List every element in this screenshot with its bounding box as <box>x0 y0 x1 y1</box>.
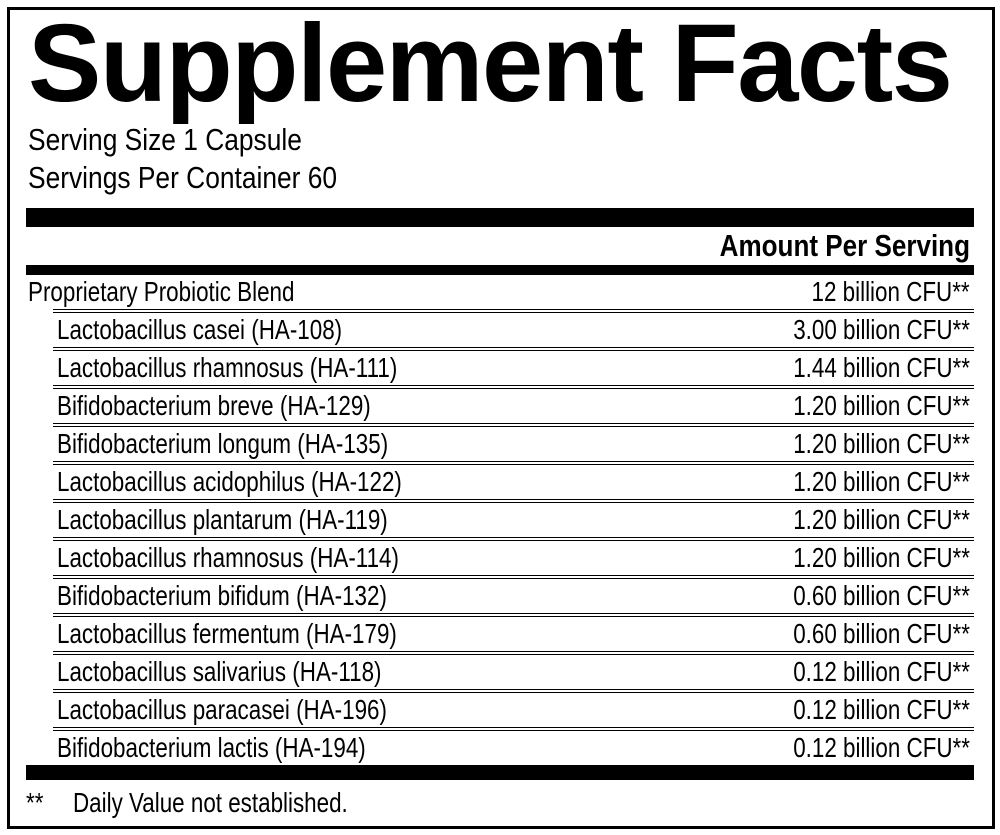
ingredient-name: Lactobacillus rhamnosus (HA-114) <box>57 542 399 573</box>
ingredient-row: Lactobacillus acidophilus (HA-122) 1.20 … <box>26 465 974 499</box>
row-separator <box>53 727 974 731</box>
ingredient-row: Lactobacillus rhamnosus (HA-114) 1.20 bi… <box>26 541 974 575</box>
row-separator <box>53 613 974 617</box>
ingredient-amount: 1.44 billion CFU** <box>793 352 970 383</box>
ingredient-name: Lactobacillus plantarum (HA-119) <box>57 504 388 535</box>
ingredient-amount: 0.12 billion CFU** <box>793 656 970 687</box>
row-separator <box>53 347 974 351</box>
ingredient-row: Bifidobacterium bifidum (HA-132) 0.60 bi… <box>26 579 974 613</box>
column-header-row: Amount Per Serving <box>26 227 974 265</box>
ingredient-amount: 1.20 billion CFU** <box>793 390 970 421</box>
row-separator <box>53 575 974 579</box>
ingredient-row: Lactobacillus rhamnosus (HA-111) 1.44 bi… <box>26 351 974 385</box>
ingredient-name: Proprietary Probiotic Blend <box>28 276 295 307</box>
ingredient-amount: 0.12 billion CFU** <box>793 732 970 763</box>
row-separator <box>53 651 974 655</box>
ingredient-amount: 3.00 billion CFU** <box>793 314 970 345</box>
ingredient-name: Lactobacillus rhamnosus (HA-111) <box>57 352 398 383</box>
ingredient-name: Lactobacillus fermentum (HA-179) <box>57 618 397 649</box>
ingredient-amount: 0.12 billion CFU** <box>793 694 970 725</box>
ingredient-row: Bifidobacterium longum (HA-135) 1.20 bil… <box>26 427 974 461</box>
row-separator <box>53 537 974 541</box>
footnote-marker: ** <box>26 787 44 818</box>
ingredient-amount: 0.60 billion CFU** <box>793 580 970 611</box>
servings-per-container-text: Servings Per Container 60 <box>28 160 338 195</box>
serving-size-line: Serving Size 1 Capsule <box>28 121 992 159</box>
ingredient-name: Lactobacillus salivarius (HA-118) <box>57 656 382 687</box>
ingredient-amount: 1.20 billion CFU** <box>793 542 970 573</box>
row-separator <box>53 499 974 503</box>
serving-info: Serving Size 1 Capsule Servings Per Cont… <box>28 121 992 197</box>
ingredient-name: Lactobacillus paracasei (HA-196) <box>57 694 387 725</box>
supplement-facts-panel: Supplement Facts Serving Size 1 Capsule … <box>7 7 995 829</box>
panel-title: Supplement Facts <box>28 7 953 125</box>
row-separator <box>53 385 974 389</box>
row-separator <box>53 309 974 313</box>
ingredient-row: Proprietary Probiotic Blend 12 billion C… <box>26 275 974 309</box>
ingredient-row: Lactobacillus plantarum (HA-119) 1.20 bi… <box>26 503 974 537</box>
row-separator <box>53 461 974 465</box>
ingredient-amount: 1.20 billion CFU** <box>793 504 970 535</box>
ingredient-name: Bifidobacterium bifidum (HA-132) <box>57 580 387 611</box>
ingredient-name: Bifidobacterium breve (HA-129) <box>57 390 371 421</box>
servings-per-container-line: Servings Per Container 60 <box>28 159 992 197</box>
ingredient-row: Bifidobacterium breve (HA-129) 1.20 bill… <box>26 389 974 423</box>
footnote-text: Daily Value not established. <box>73 787 348 818</box>
ingredient-name: Lactobacillus acidophilus (HA-122) <box>57 466 402 497</box>
ingredient-rows: Proprietary Probiotic Blend 12 billion C… <box>26 275 974 765</box>
footer-divider-bar <box>26 765 974 780</box>
ingredient-row: Lactobacillus paracasei (HA-196) 0.12 bi… <box>26 693 974 727</box>
ingredient-row: Lactobacillus fermentum (HA-179) 0.60 bi… <box>26 617 974 651</box>
footnote: ** Daily Value not established. <box>26 787 992 819</box>
amount-per-serving-header: Amount Per Serving <box>719 228 970 263</box>
header-divider-bar <box>26 208 974 227</box>
row-separator <box>53 423 974 427</box>
serving-size-text: Serving Size 1 Capsule <box>28 122 302 157</box>
ingredient-amount: 1.20 billion CFU** <box>793 428 970 459</box>
ingredient-amount: 0.60 billion CFU** <box>793 618 970 649</box>
ingredient-name: Lactobacillus casei (HA-108) <box>57 314 343 345</box>
ingredient-name: Bifidobacterium lactis (HA-194) <box>57 732 366 763</box>
ingredient-row: Bifidobacterium lactis (HA-194) 0.12 bil… <box>26 731 974 765</box>
row-separator <box>53 689 974 693</box>
ingredient-name: Bifidobacterium longum (HA-135) <box>57 428 389 459</box>
column-header-underline-bar <box>26 265 974 275</box>
ingredient-amount: 12 billion CFU** <box>811 276 970 307</box>
ingredient-row: Lactobacillus salivarius (HA-118) 0.12 b… <box>26 655 974 689</box>
ingredient-row: Lactobacillus casei (HA-108) 3.00 billio… <box>26 313 974 347</box>
ingredient-amount: 1.20 billion CFU** <box>793 466 970 497</box>
